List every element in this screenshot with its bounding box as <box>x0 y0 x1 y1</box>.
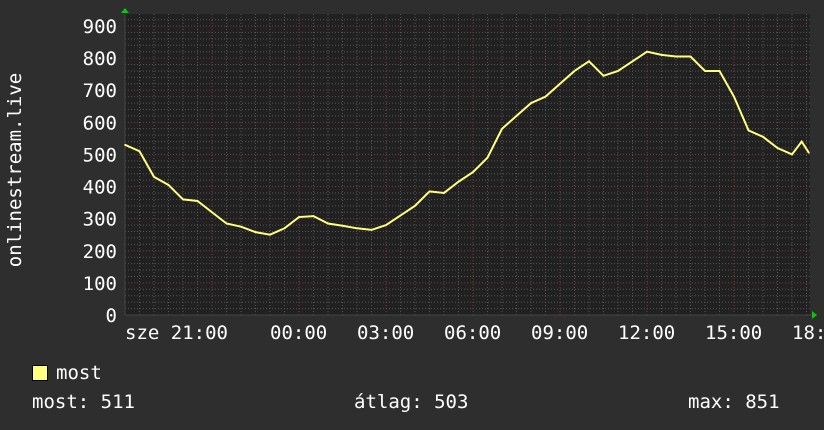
data-point <box>341 224 344 227</box>
stat-current: most: 511 <box>32 391 135 413</box>
data-point <box>399 214 402 217</box>
y-axis-label: onlinestream.live <box>2 60 28 280</box>
y-axis-label-text: onlinestream.live <box>4 72 26 268</box>
stat-max: max: 851 <box>688 391 780 413</box>
data-point <box>138 150 141 153</box>
data-point <box>414 205 416 207</box>
data-point <box>704 70 706 72</box>
y-tick-label: 300 <box>83 209 117 231</box>
data-point <box>808 152 810 154</box>
data-point <box>544 95 547 98</box>
y-tick-label: 700 <box>83 80 117 102</box>
data-point <box>240 225 242 228</box>
y-tick-label: 400 <box>83 177 117 199</box>
data-point <box>312 215 315 217</box>
data-point <box>733 95 735 98</box>
data-point <box>501 127 503 130</box>
data-point <box>588 60 590 63</box>
stat-average: átlag: 503 <box>354 391 469 413</box>
x-tick-label: sze 21:00 <box>125 322 228 344</box>
data-point <box>515 115 518 117</box>
data-point <box>356 227 358 230</box>
data-point <box>660 54 663 56</box>
y-tick-label: 100 <box>83 273 117 295</box>
y-tick-label: 500 <box>83 144 117 166</box>
x-tick-label: 09:00 <box>531 322 588 344</box>
data-point <box>800 140 803 143</box>
data-point <box>718 70 721 72</box>
x-tick-label: 12:00 <box>618 322 675 344</box>
y-tick-label: 0 <box>106 305 117 327</box>
data-point <box>559 83 561 85</box>
legend: most <box>32 362 102 384</box>
data-point <box>747 129 750 132</box>
y-tick-label: 900 <box>83 16 117 38</box>
data-point <box>196 200 199 202</box>
data-point <box>283 227 286 230</box>
data-point <box>472 171 474 173</box>
data-point <box>457 180 460 183</box>
data-point <box>167 184 170 186</box>
data-point <box>298 216 300 218</box>
legend-label: most <box>56 362 102 384</box>
data-point <box>269 233 271 236</box>
x-axis-arrow <box>812 311 817 319</box>
data-point <box>675 55 677 58</box>
data-point <box>182 198 184 201</box>
x-tick-label: 03:00 <box>357 322 414 344</box>
data-point <box>776 147 779 149</box>
y-tick-label: 600 <box>83 112 117 134</box>
data-point <box>646 50 648 53</box>
data-point <box>486 156 489 159</box>
data-point <box>631 60 634 63</box>
data-point <box>573 70 576 72</box>
data-point <box>530 102 532 104</box>
y-tick-label: 200 <box>83 241 117 263</box>
data-point <box>791 153 793 156</box>
data-point <box>385 224 387 226</box>
data-point <box>443 192 445 194</box>
data-point <box>225 222 228 225</box>
x-tick-label: 18:00 <box>792 322 824 344</box>
y-axis-arrow <box>121 8 129 13</box>
data-point <box>617 70 619 72</box>
data-point <box>370 229 373 231</box>
data-point <box>428 190 431 193</box>
data-point <box>602 74 605 77</box>
x-tick-label: 06:00 <box>444 322 501 344</box>
legend-swatch <box>32 365 48 381</box>
data-point <box>254 231 257 233</box>
data-point <box>689 55 692 58</box>
data-point <box>124 144 126 146</box>
data-point <box>153 176 155 178</box>
x-tick-label: 15:00 <box>705 322 762 344</box>
y-tick-label: 800 <box>83 48 117 70</box>
data-point <box>762 135 764 138</box>
data-point <box>327 222 329 225</box>
data-point <box>211 211 213 214</box>
x-tick-label: 00:00 <box>270 322 327 344</box>
